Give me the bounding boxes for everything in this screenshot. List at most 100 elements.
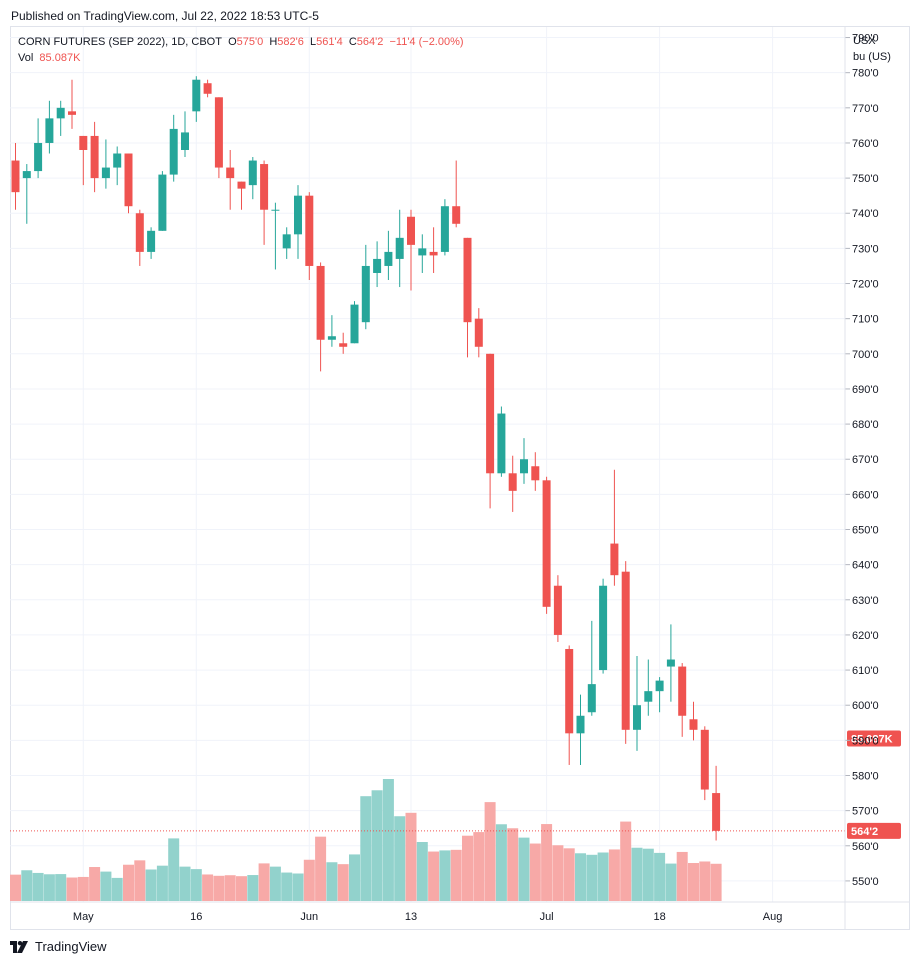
candle-body	[22, 171, 31, 179]
candle-body	[294, 195, 302, 235]
volume-bar	[43, 874, 55, 901]
volume-bar	[123, 864, 134, 901]
volume-bar	[428, 851, 440, 901]
y-tick-label: 740'0	[852, 208, 879, 220]
candle-body	[147, 230, 156, 252]
candle-body	[520, 459, 528, 474]
published-caption: Published on TradingView.com, Jul 22, 20…	[11, 9, 319, 23]
volume-bar	[145, 869, 157, 901]
y-tick-label: 580'0	[852, 770, 879, 782]
volume-bar	[55, 874, 67, 901]
volume-bar	[258, 863, 270, 901]
candle-body	[260, 164, 269, 210]
candle	[339, 332, 348, 354]
candle	[440, 199, 449, 256]
candle	[181, 111, 189, 158]
y-tick-label: 790'0	[852, 33, 879, 45]
candle-body	[576, 715, 585, 734]
candle-body	[678, 666, 687, 716]
y-tick-label: 640'0	[852, 560, 879, 572]
volume-bar	[575, 853, 586, 901]
candle-body	[282, 234, 291, 249]
volume-bar	[269, 866, 281, 901]
volume-bar	[631, 847, 643, 901]
candle	[56, 100, 65, 136]
candle-body	[226, 167, 235, 179]
x-tick-label: May	[73, 911, 94, 923]
tradingview-logo[interactable]: TradingView	[10, 939, 107, 954]
volume-marker-label: 85.087K	[851, 734, 893, 746]
volume-bar	[529, 843, 541, 901]
candle-body	[531, 466, 540, 481]
candle-body	[11, 160, 20, 193]
candle-body	[384, 251, 393, 266]
volume-bar	[10, 874, 21, 901]
volume-bar	[202, 874, 214, 901]
y-tick-label: 560'0	[852, 841, 879, 853]
candle-body	[689, 719, 698, 730]
legend-high-label: H	[269, 36, 278, 48]
candle-body	[712, 793, 721, 831]
volume-bar	[688, 863, 699, 901]
candle	[237, 181, 246, 210]
volume-bar	[642, 848, 654, 901]
legend-change: −11'4 (−2.00%)	[389, 36, 464, 48]
volume-bar	[281, 872, 293, 901]
legend-high-value: 582'6	[277, 36, 304, 48]
y-tick-label: 730'0	[852, 243, 879, 255]
y-tick-label: 610'0	[852, 665, 879, 677]
candle	[610, 469, 619, 586]
volume-bar	[608, 849, 620, 901]
candle	[384, 230, 393, 281]
candle-body	[271, 209, 280, 211]
grid-lines	[10, 27, 845, 902]
candle	[316, 262, 325, 372]
volume-bar	[394, 816, 406, 901]
candle	[282, 227, 291, 259]
candle	[429, 227, 438, 273]
candle	[407, 209, 415, 291]
legend-close-value: 564'2	[356, 36, 384, 48]
candle-body	[633, 705, 641, 730]
candle-body	[452, 206, 461, 224]
volume-bar	[134, 860, 146, 901]
axis-unit: bu (US)	[853, 51, 891, 63]
volume-bar	[360, 796, 372, 901]
volume-bar	[552, 845, 564, 901]
chart-frame[interactable]	[10, 26, 910, 930]
candle	[68, 79, 76, 129]
candle	[621, 561, 630, 744]
volume-bar	[190, 869, 202, 901]
candle-body	[124, 153, 133, 207]
candle-body	[305, 195, 314, 266]
candle	[22, 164, 31, 224]
candle	[633, 656, 641, 751]
candle-body	[56, 107, 65, 119]
candle	[700, 726, 709, 801]
candle-body	[203, 83, 212, 94]
candle-body	[237, 181, 246, 189]
y-tick-label: 600'0	[852, 700, 879, 712]
y-tick-label: 680'0	[852, 419, 879, 431]
candle-body	[497, 413, 506, 474]
candle	[260, 160, 269, 245]
volume-bar	[100, 871, 112, 901]
candle-body	[181, 132, 189, 150]
y-tick-label: 710'0	[852, 314, 879, 326]
volume-bar	[326, 862, 338, 901]
candle-body	[169, 128, 178, 175]
legend-ohlc: CORN FUTURES (SEP 2022), 1D, CBOT O575'0…	[18, 36, 464, 48]
candle-body	[655, 680, 664, 692]
time-axis: May 16 Jun 13 Jul 18 Aug	[73, 911, 782, 923]
candle-body	[79, 135, 88, 150]
candle-body	[474, 318, 483, 347]
candle	[79, 135, 88, 186]
candle	[497, 406, 506, 477]
volume-bar	[236, 876, 247, 901]
candle-body	[316, 265, 325, 340]
tradingview-logo-icon	[10, 940, 28, 953]
candle-body	[610, 543, 619, 576]
x-tick-label: 16	[190, 911, 202, 923]
volume-bar	[111, 877, 123, 901]
